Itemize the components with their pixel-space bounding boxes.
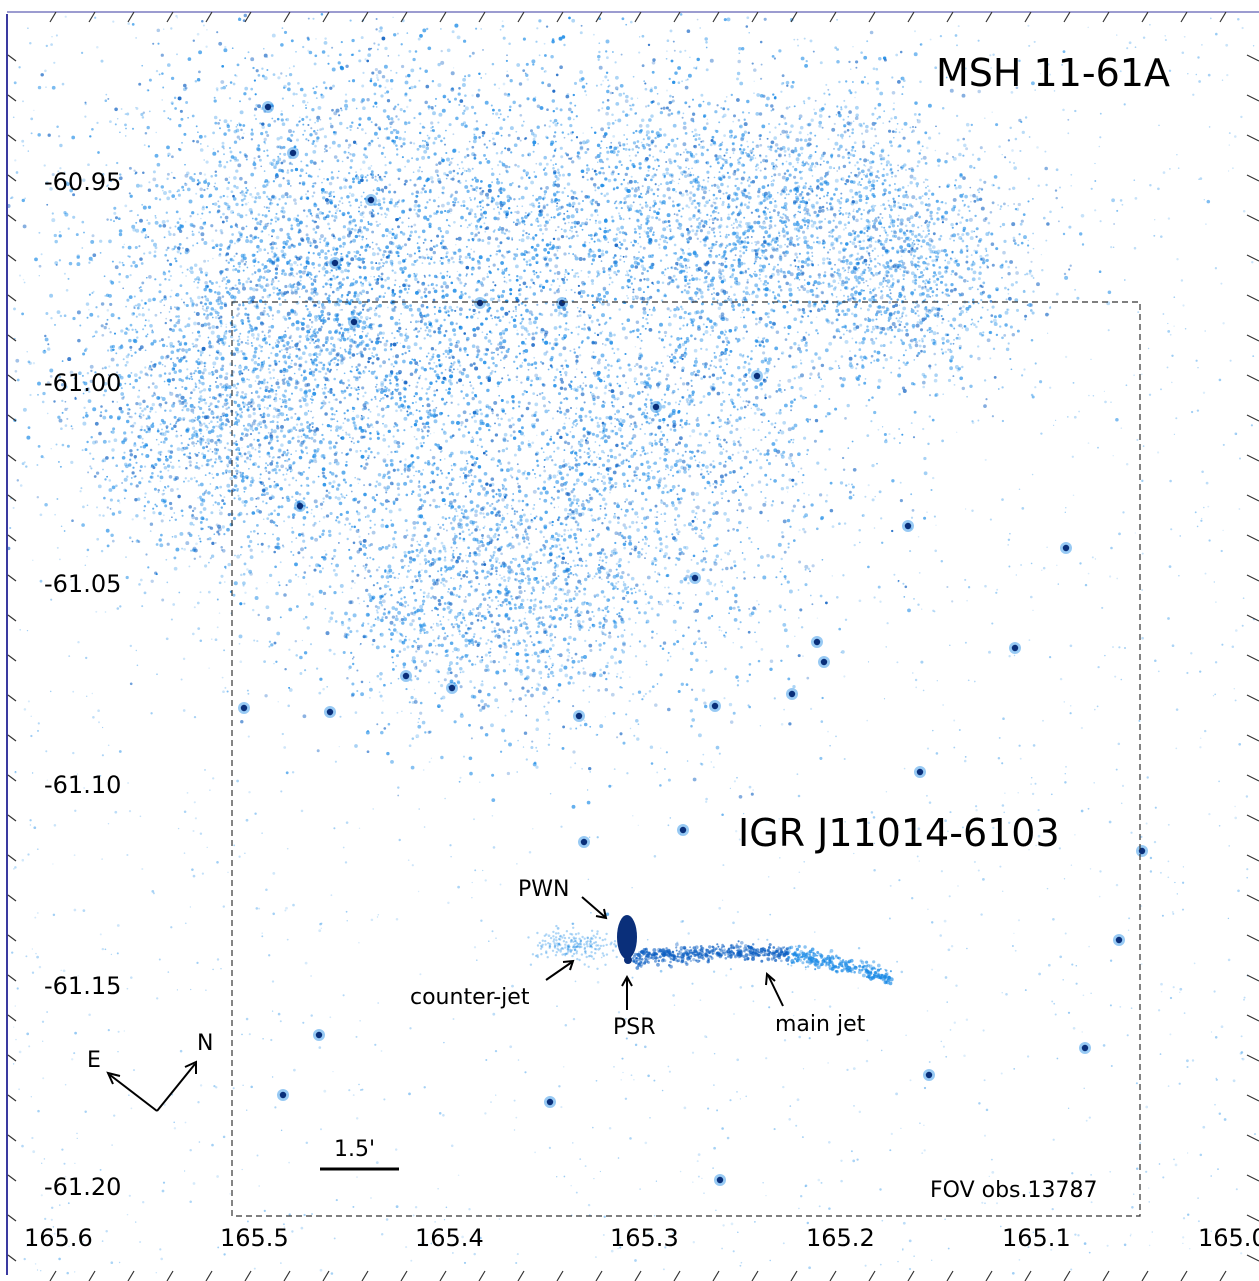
dec-tick-label: -61.00: [44, 369, 122, 397]
ra-tick-label: 165.0: [1198, 1224, 1259, 1252]
dec-tick-label: -61.15: [44, 972, 122, 1000]
annotation-arrows: [545, 896, 784, 1010]
jet-emission: [527, 915, 894, 986]
pwn-core: [617, 915, 637, 959]
ra-tick-label: 165.5: [220, 1224, 289, 1252]
pulsar-core: [624, 956, 632, 964]
source-label: IGR J11014-6103: [738, 811, 1060, 855]
dec-tick-label: -61.10: [44, 771, 122, 799]
fov-box: [231, 301, 1141, 1217]
diffuse-emission: [6, 13, 1257, 1275]
ra-tick-label: 165.3: [610, 1224, 679, 1252]
compass-arrows: [106, 1060, 197, 1112]
ra-tick-label: 165.1: [1002, 1224, 1071, 1252]
dec-tick-label: -61.05: [44, 570, 122, 598]
scale-bar-label: 1.5': [334, 1137, 376, 1162]
coordinate-grid-ticks: [7, 11, 1259, 1281]
ra-tick-label: 165.6: [24, 1224, 93, 1252]
main-jet-label: main jet: [775, 1012, 866, 1037]
compass-east-label: E: [87, 1048, 101, 1073]
dec-tick-label: -60.95: [44, 168, 122, 196]
fov-label: FOV obs.13787: [930, 1178, 1098, 1203]
pwn-label: PWN: [518, 877, 570, 902]
counter-jet-label: counter-jet: [410, 985, 530, 1010]
dec-tick-label: -61.20: [44, 1173, 122, 1201]
compass-north-label: N: [197, 1031, 214, 1056]
ra-tick-label: 165.2: [806, 1224, 875, 1252]
ra-tick-label: 165.4: [415, 1224, 484, 1252]
remnant-label: MSH 11-61A: [936, 51, 1170, 95]
point-sources: [238, 101, 1148, 1186]
psr-label: PSR: [613, 1015, 656, 1040]
